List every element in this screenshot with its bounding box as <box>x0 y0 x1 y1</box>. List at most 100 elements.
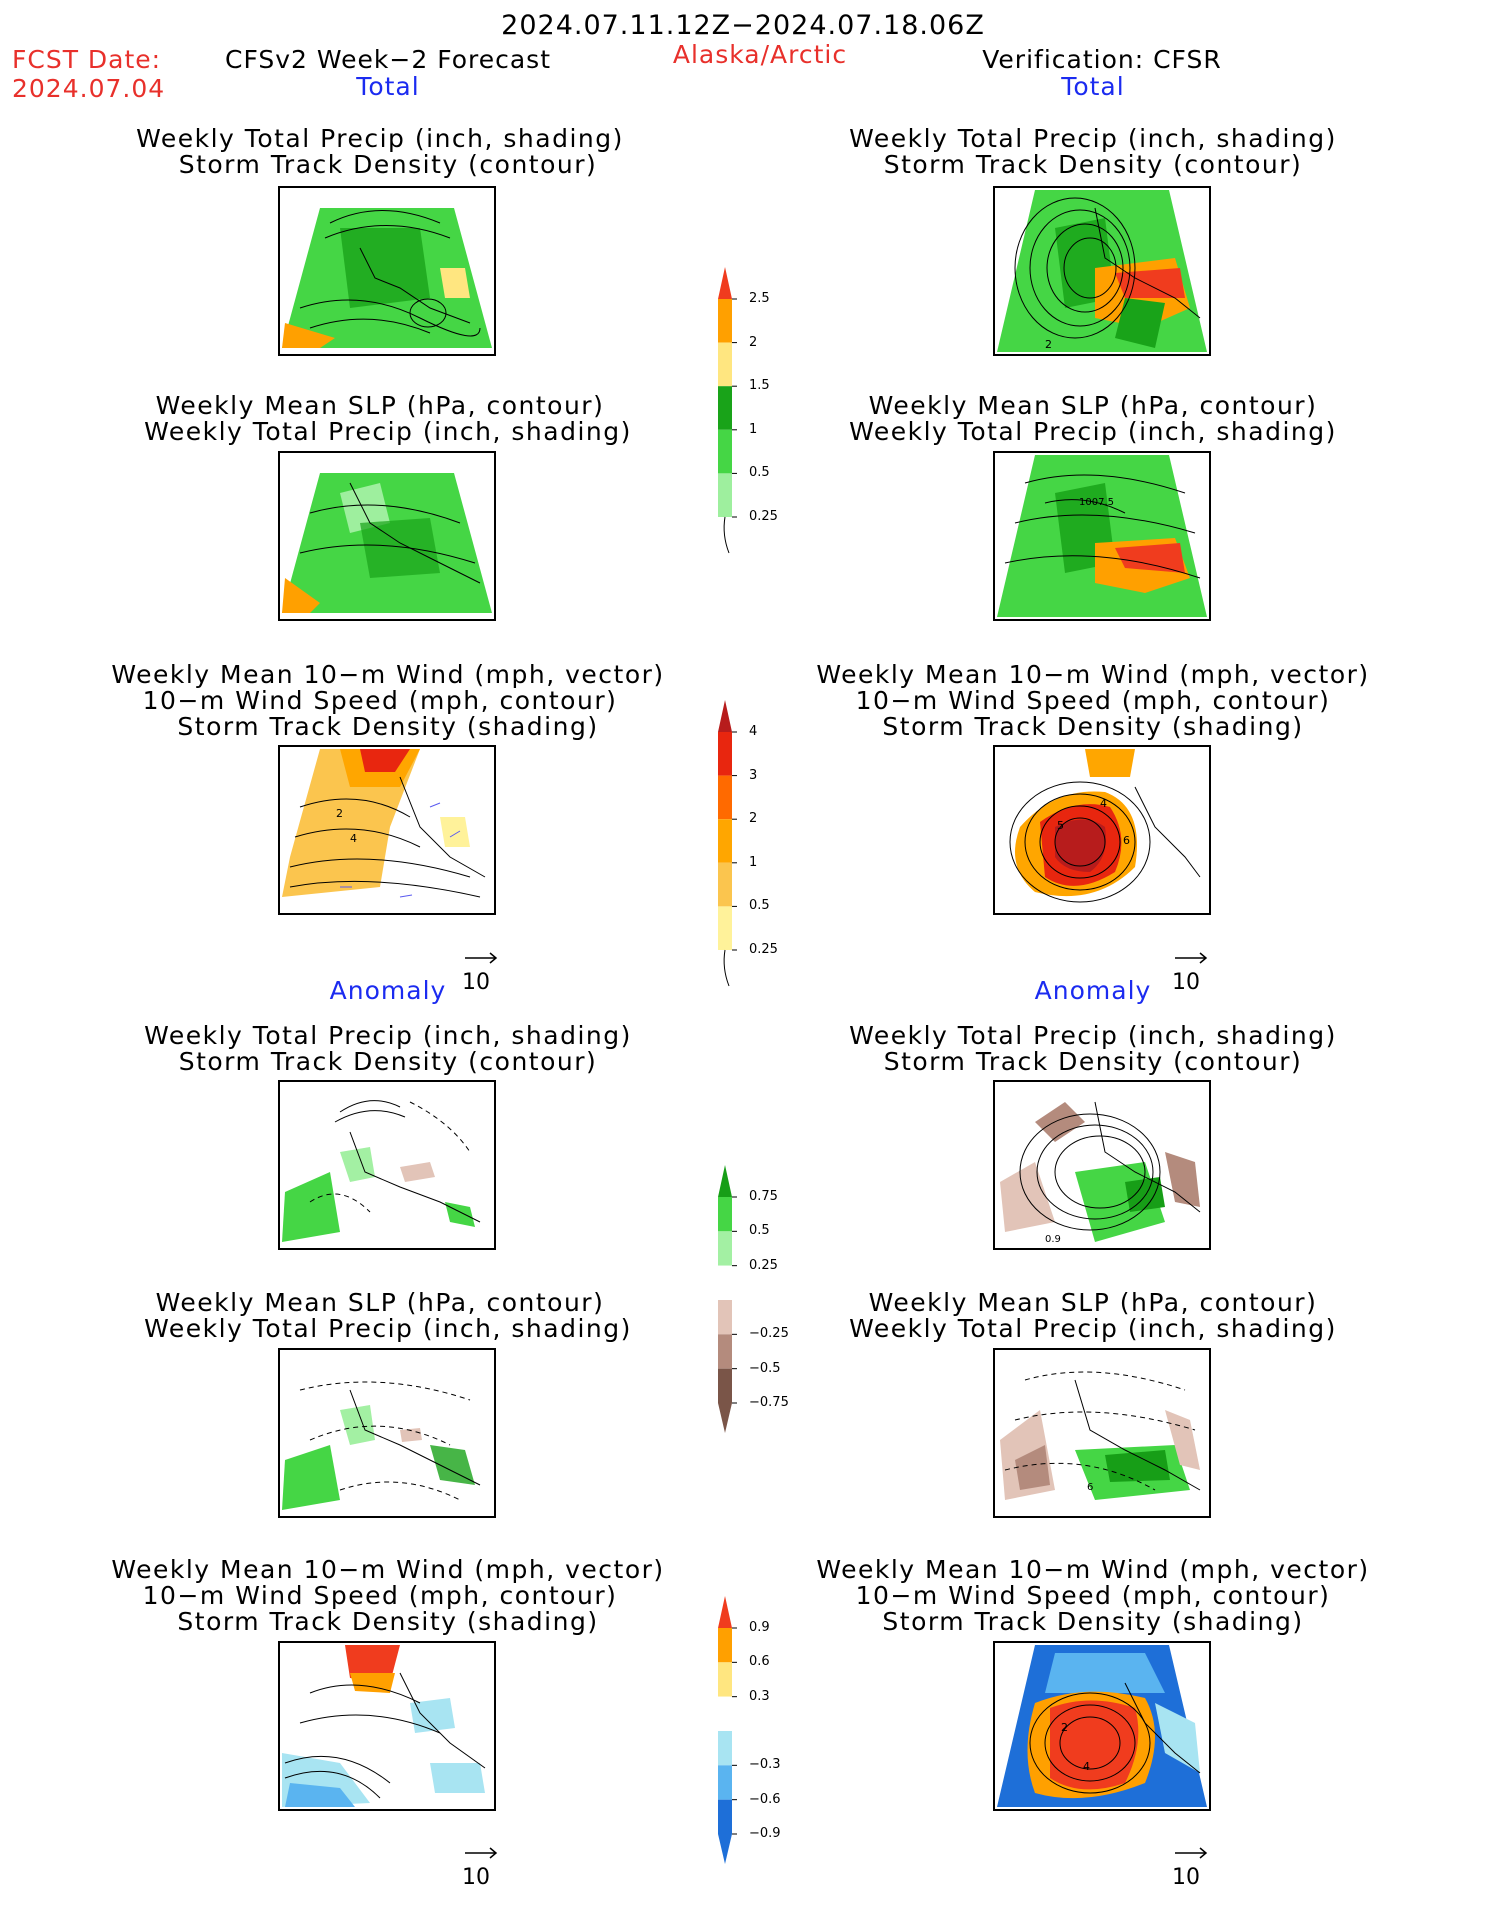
panel-title-line: Storm Track Density (contour) <box>883 1047 1303 1076</box>
colorbar-tick-label: 0.25 <box>749 1257 778 1273</box>
colorbar-segment <box>718 1765 732 1800</box>
map-verification-anomaly-precip-storm: 0.9 <box>993 1080 1211 1250</box>
contour-label: 6 <box>1123 834 1130 847</box>
colorbar-cap-bottom <box>723 949 730 987</box>
colorbar-segment <box>718 386 732 430</box>
panel-title-line: Storm Track Density (contour) <box>883 150 1303 179</box>
vector-reference: 10 <box>1172 1845 1218 1890</box>
map-forecast-anomaly-slp-precip <box>278 1348 496 1518</box>
colorbar-precip-anomaly: 0.75 0.5 0.25 −0.25 −0.5 −0.75 <box>717 1165 807 1443</box>
panel-title-line: Weekly Total Precip (inch, shading) <box>849 1021 1337 1050</box>
panel-title-line: Weekly Mean 10−m Wind (mph, vector) <box>111 1555 665 1584</box>
colorbar-tick-label: 2.5 <box>749 291 770 306</box>
colorbar-tick-label: 0.3 <box>749 1688 770 1704</box>
colorbar-segment <box>718 1300 732 1335</box>
forecast-period: 2024.07.11.12Z−2024.07.18.06Z <box>501 10 985 41</box>
colorbar-segment <box>718 1265 732 1300</box>
colorbar-tick-label: 1.5 <box>749 378 770 394</box>
colorbar-tick-label: −0.3 <box>749 1757 781 1773</box>
region-title: Alaska/Arctic <box>672 40 848 69</box>
colorbar-tick-label: 0.5 <box>749 465 770 481</box>
panel-title-line: Weekly Mean 10−m Wind (mph, vector) <box>816 1555 1370 1584</box>
map-forecast-anomaly-precip-storm <box>278 1080 496 1250</box>
total-header-verification: Total <box>1061 72 1125 101</box>
verification-title: Verification: CFSR <box>982 45 1222 74</box>
colorbar-graphic <box>718 267 737 554</box>
colorbar-cap-top <box>718 1596 732 1628</box>
colorbar-tick-label: 0.6 <box>749 1654 770 1670</box>
vector-reference-label: 10 <box>1172 1865 1200 1890</box>
colorbar-segment <box>718 1799 732 1834</box>
colorbar-cap-bottom <box>718 1834 732 1864</box>
anomaly-header-forecast: Anomaly <box>329 976 447 1005</box>
map-forecast-total-precip-storm <box>278 186 496 356</box>
colorbar-tick-label: −0.5 <box>749 1360 781 1376</box>
vector-reference: 10 <box>1172 950 1218 995</box>
colorbar-graphic <box>718 1596 737 1864</box>
vector-reference: 10 <box>462 950 508 995</box>
panel-title-line: 10−m Wind Speed (mph, contour) <box>142 1581 618 1610</box>
colorbar-tick-label: 0.9 <box>749 1620 770 1635</box>
panel-title-line: Weekly Mean SLP (hPa, contour) <box>155 1288 605 1317</box>
colorbar-segment <box>718 906 732 950</box>
colorbar-precip-total: 2.5 2 1.5 1 0.5 0.25 <box>717 267 807 557</box>
panel-title-line: Storm Track Density (shading) <box>177 712 599 741</box>
map-verification-total-slp-precip: 1007.5 <box>993 451 1211 621</box>
map-verification-anomaly-slp-precip: 6 <box>993 1348 1211 1518</box>
panel-title-line: Weekly Mean SLP (hPa, contour) <box>868 391 1318 420</box>
colorbar-segment <box>718 862 732 907</box>
colorbar-segment <box>718 732 732 776</box>
model-title: CFSv2 Week−2 Forecast <box>225 45 551 74</box>
colorbar-tick-label: 4 <box>749 724 758 739</box>
colorbar-tick-label: −0.9 <box>749 1826 781 1841</box>
panel-title-line: 10−m Wind Speed (mph, contour) <box>855 686 1331 715</box>
contour-label: 5 <box>1057 819 1064 832</box>
colorbar-segment <box>718 342 732 387</box>
colorbar-segment <box>718 775 732 820</box>
anomaly-header-verification: Anomaly <box>1034 976 1152 1005</box>
contour-label: 6 <box>1087 1482 1093 1493</box>
colorbar-tick-label: 0.75 <box>749 1189 778 1204</box>
colorbar-segment <box>718 819 732 863</box>
colorbar-cap-top <box>718 700 732 732</box>
total-header-forecast: Total <box>356 72 420 101</box>
colorbar-cap-top <box>718 1165 732 1197</box>
colorbar-cap-bottom <box>718 1403 732 1433</box>
panel-title-line: Weekly Total Precip (inch, shading) <box>849 124 1337 153</box>
colorbar-tick-label: 0.5 <box>749 898 770 914</box>
panel-title-line: Weekly Mean SLP (hPa, contour) <box>155 391 605 420</box>
colorbar-segment <box>718 1231 732 1266</box>
panel-title-line: Storm Track Density (contour) <box>178 150 598 179</box>
map-forecast-anomaly-wind-storm <box>278 1641 496 1811</box>
contour-label: 4 <box>350 832 357 845</box>
vector-reference: 10 <box>462 1845 508 1890</box>
panel-title-line: Weekly Total Precip (inch, shading) <box>849 417 1337 446</box>
map-forecast-total-slp-precip <box>278 451 496 621</box>
contour-label: 4 <box>1083 1760 1090 1773</box>
panel-title-line: Storm Track Density (contour) <box>178 1047 598 1076</box>
colorbar-cap-bottom <box>723 516 730 554</box>
panel-title-line: Weekly Total Precip (inch, shading) <box>136 124 624 153</box>
fcst-date-label: FCST Date: <box>12 45 162 74</box>
colorbar-tick-label: 3 <box>749 767 758 783</box>
colorbar-segment <box>718 1334 732 1369</box>
colorbar-segment <box>718 1696 732 1731</box>
vector-reference-label: 10 <box>1172 970 1200 995</box>
colorbar-tick-label: −0.75 <box>749 1395 789 1410</box>
colorbar-tick-label: −0.25 <box>749 1326 789 1342</box>
contour-label: 0.9 <box>1045 1234 1061 1245</box>
colorbar-segment <box>718 473 732 517</box>
colorbar-tick-label: 1 <box>749 854 758 870</box>
contour-label: 2 <box>1045 338 1052 351</box>
colorbar-graphic <box>718 700 737 987</box>
colorbar-segment <box>718 1662 732 1697</box>
colorbar-storm-anomaly: 0.9 0.6 0.3 −0.3 −0.6 −0.9 <box>717 1596 807 1874</box>
colorbar-graphic <box>718 1165 737 1433</box>
panel-title-line: Weekly Total Precip (inch, shading) <box>849 1314 1337 1343</box>
colorbar-tick-label: 0.25 <box>749 942 778 957</box>
colorbar-segment <box>718 1731 732 1766</box>
panel-title-line: Weekly Total Precip (inch, shading) <box>144 1314 632 1343</box>
contour-label: 2 <box>336 807 343 820</box>
colorbar-segment <box>718 1628 732 1663</box>
colorbar-tick-label: 2 <box>749 334 758 350</box>
